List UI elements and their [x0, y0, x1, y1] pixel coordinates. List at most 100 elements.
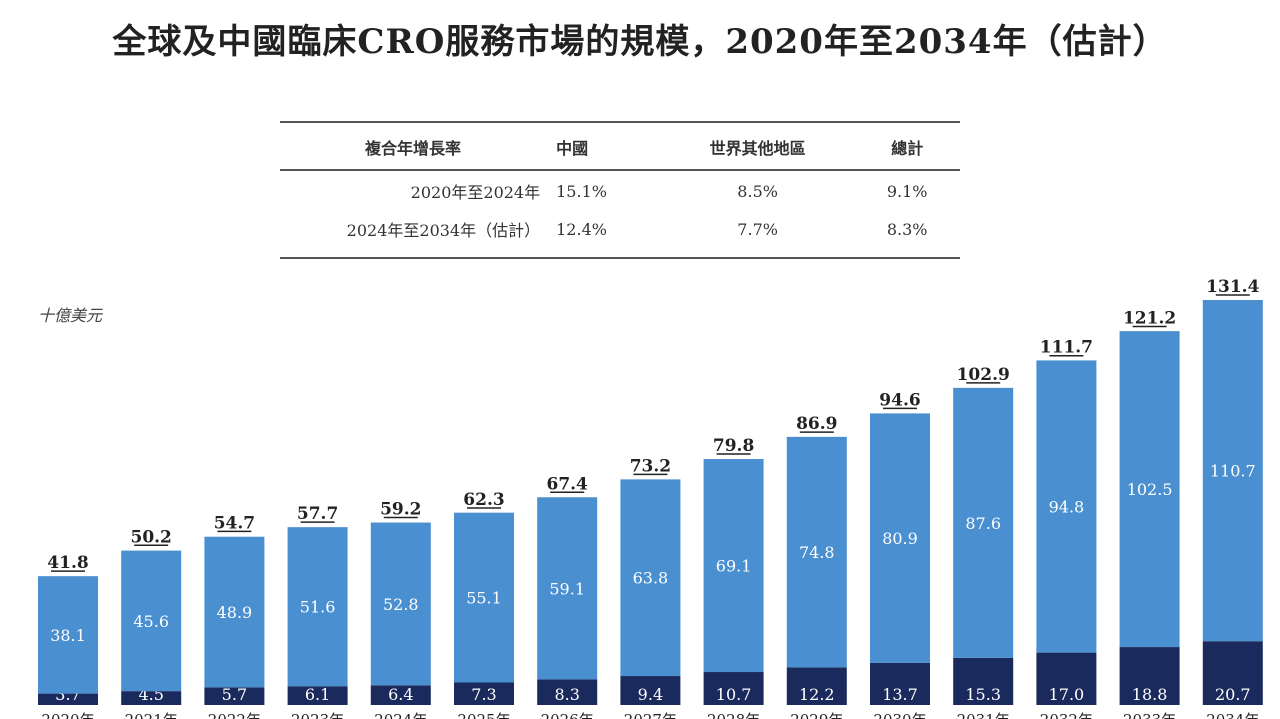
data-label: 9.4 — [638, 685, 663, 704]
unit-label: 十億美元 — [38, 306, 103, 325]
bar-segment-rest-of-world — [953, 387, 1014, 658]
cagr-header-label: 複合年增長率 — [280, 121, 551, 171]
cagr-china: 15.1% — [556, 181, 607, 201]
total-label: 67.4 — [546, 474, 588, 494]
cagr-header-china: 中國 — [550, 121, 661, 171]
total-label: 54.7 — [214, 513, 255, 533]
data-label: 51.6 — [300, 598, 336, 617]
data-label: 102.5 — [1127, 480, 1173, 499]
category-label: 2022年 — [208, 711, 261, 719]
total-label: 131.4 — [1206, 277, 1259, 297]
category-label: 2031年 — [957, 711, 1010, 719]
cagr-row: 2020年至2024年 15.1% 8.5% 9.1% — [280, 170, 960, 209]
data-label: 20.7 — [1215, 685, 1251, 704]
cagr-rest-of-world: 7.7% — [660, 209, 855, 259]
bar-segment-china — [204, 687, 265, 705]
cagr-header-total: 總計 — [854, 121, 960, 171]
cagr-header-rest-of-world: 世界其他地區 — [660, 121, 855, 171]
bar-segment-china — [370, 685, 431, 705]
data-label: 12.2 — [799, 685, 835, 704]
chart-title: 全球及中國臨床CRO服務市場的規模，2020年至2034年（估計） — [112, 22, 1168, 62]
bar-segment-rest-of-world — [870, 413, 930, 663]
bar-segment-china — [703, 672, 764, 705]
category-label: 2027年 — [624, 711, 677, 719]
data-label: 48.9 — [217, 603, 253, 622]
bar-segment-rest-of-world — [38, 576, 98, 694]
category-label: 2030年 — [873, 711, 926, 719]
data-label: 69.1 — [716, 557, 752, 576]
data-label: 17.0 — [1049, 685, 1085, 704]
data-label: 110.7 — [1210, 462, 1256, 481]
cagr-table: 複合年增長率 中國 世界其他地區 總計 2020年至2024年 15.1% 8.… — [280, 121, 960, 259]
total-label: 121.2 — [1123, 308, 1176, 328]
total-label: 102.9 — [957, 365, 1010, 385]
total-label: 111.7 — [1040, 338, 1093, 358]
category-label: 2028年 — [707, 711, 760, 719]
data-label: 6.1 — [305, 685, 330, 704]
bar-segment-rest-of-world — [1202, 300, 1263, 642]
bar-segment-rest-of-world — [703, 459, 764, 673]
category-label: 2025年 — [457, 711, 510, 719]
total-label: 94.6 — [879, 390, 920, 410]
bar-segment-rest-of-world — [1119, 331, 1180, 648]
bar-segment-china — [287, 686, 348, 705]
cagr-total: 9.1% — [886, 181, 928, 201]
data-label: 55.1 — [466, 589, 502, 608]
bar-segment-rest-of-world — [1036, 360, 1097, 653]
category-label: 2020年 — [41, 711, 94, 719]
data-label: 15.3 — [965, 685, 1001, 704]
bar-segment-china — [38, 693, 98, 705]
bar-segment-rest-of-world — [287, 527, 348, 687]
category-label: 2029年 — [790, 711, 843, 719]
total-label: 73.2 — [630, 456, 671, 476]
category-label: 2024年 — [374, 711, 427, 719]
data-label: 45.6 — [133, 612, 169, 631]
category-label: 2023年 — [291, 711, 344, 719]
data-label: 38.1 — [50, 626, 86, 645]
bar-segment-rest-of-world — [370, 522, 431, 686]
data-label: 5.7 — [222, 685, 247, 704]
bar-segment-china — [870, 662, 930, 705]
total-label: 41.8 — [47, 553, 88, 573]
data-label: 74.8 — [799, 543, 835, 562]
bar-segment-china — [953, 657, 1014, 705]
bar-segment-china — [537, 679, 598, 705]
total-label: 57.7 — [297, 504, 338, 524]
category-label: 2033年 — [1123, 711, 1176, 719]
total-label: 79.8 — [713, 436, 754, 456]
data-label: 59.1 — [549, 579, 585, 598]
data-label: 8.3 — [554, 685, 579, 704]
data-label: 94.8 — [1049, 498, 1085, 517]
bar-segment-rest-of-world — [454, 512, 514, 683]
bar-segment-china — [1202, 641, 1263, 705]
data-label: 87.6 — [965, 514, 1001, 533]
data-label: 6.4 — [388, 685, 413, 704]
cagr-header-row: 複合年增長率 中國 世界其他地區 總計 — [280, 121, 960, 171]
data-label: 52.8 — [383, 595, 419, 614]
bar-segment-china — [620, 676, 681, 705]
bar-segment-china — [1036, 652, 1097, 705]
bar-segment-rest-of-world — [786, 436, 847, 668]
category-label: 2026年 — [541, 711, 594, 719]
bar-segment-china — [786, 667, 847, 705]
bar-segment-rest-of-world — [121, 550, 182, 692]
cagr-total: 8.3% — [854, 209, 960, 259]
cagr-china: 12.4% — [550, 209, 661, 259]
total-label: 50.2 — [130, 527, 171, 547]
bar-segment-china — [454, 682, 514, 705]
category-label: 2021年 — [125, 711, 178, 719]
bar-segment-rest-of-world — [204, 536, 265, 688]
data-label: 13.7 — [882, 685, 918, 704]
cagr-row: 2024年至2034年（估計） 12.4% 7.7% 8.3% — [280, 209, 960, 259]
cagr-period: 2024年至2034年（估計） — [280, 209, 551, 259]
category-label: 2034年 — [1206, 711, 1259, 719]
total-label: 59.2 — [380, 500, 421, 520]
bar-segment-china — [121, 691, 182, 705]
total-label: 86.9 — [796, 414, 837, 434]
category-label: 2032年 — [1040, 711, 1093, 719]
data-label: 63.8 — [633, 569, 669, 588]
cagr-rest-of-world: 8.5% — [737, 181, 778, 201]
bar-segment-rest-of-world — [537, 497, 598, 680]
bar-segment-china — [1119, 647, 1180, 705]
